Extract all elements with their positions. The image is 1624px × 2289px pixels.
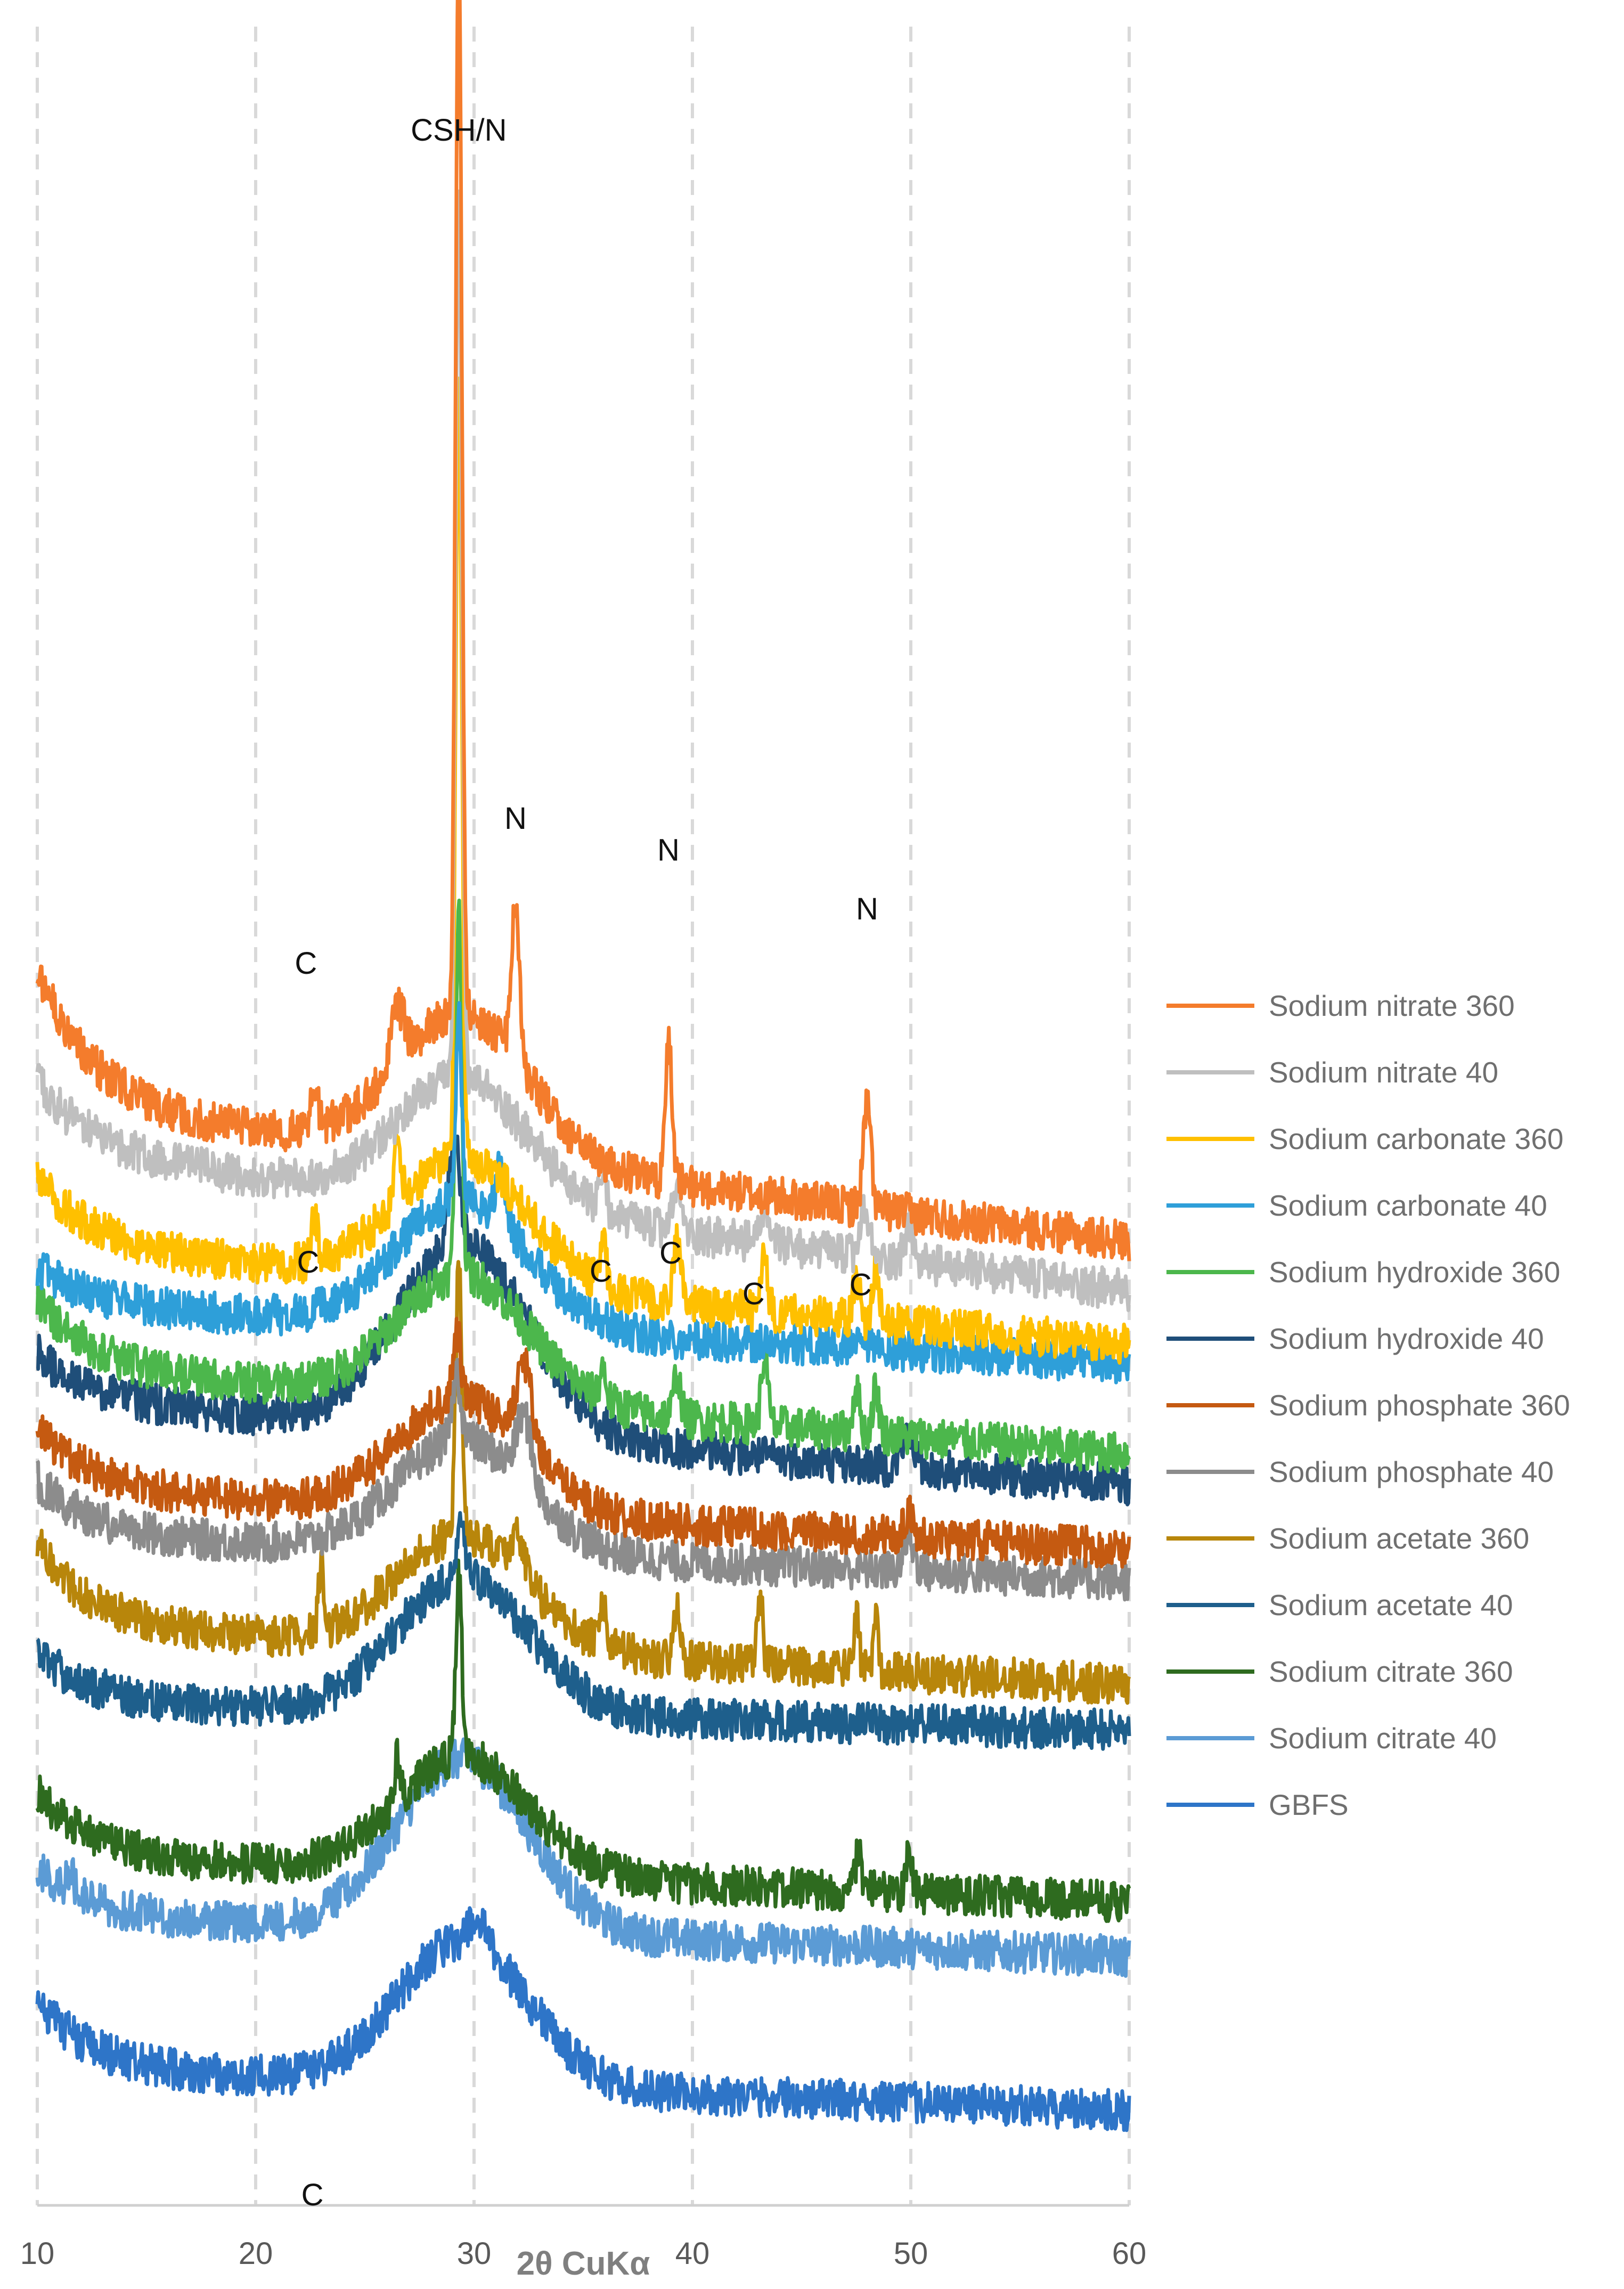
peak-annotation: C	[742, 1277, 765, 1312]
x-tick-label: 40	[675, 2236, 710, 2271]
x-tick-label: 50	[894, 2236, 928, 2271]
legend-label: Sodium nitrate 40	[1269, 1056, 1498, 1089]
series-line	[35, 1906, 1131, 2132]
series-line	[36, 1110, 1131, 1506]
peak-annotation: N	[657, 833, 680, 868]
series-line	[36, 1511, 1131, 1751]
legend-label: GBFS	[1269, 1788, 1349, 1821]
series-layer	[35, 0, 1131, 2132]
x-axis-title: 2θ CuKα	[517, 2245, 650, 2282]
series-line	[35, 0, 1131, 1261]
series-line	[35, 1558, 1131, 1923]
peak-annotation: N	[856, 892, 878, 926]
legend-label: Sodium phosphate 40	[1269, 1455, 1554, 1488]
peak-annotation: N	[504, 801, 527, 836]
x-axis: 10 20 30 40 50 60	[20, 2204, 1147, 2271]
legend-label: Sodium hydroxide 40	[1269, 1322, 1544, 1355]
series-line	[35, 1260, 1131, 1705]
series-line	[35, 189, 1131, 1313]
legend-label: Sodium phosphate 360	[1269, 1389, 1570, 1422]
series-line	[35, 1316, 1131, 1569]
peak-annotation: C	[850, 1268, 872, 1302]
peak-annotation: C	[590, 1254, 612, 1289]
x-tick-label: 20	[239, 2236, 273, 2271]
peak-annotation: C	[297, 1245, 319, 1280]
peak-annotation: C	[301, 2178, 324, 2212]
series-line	[35, 898, 1131, 1474]
series-line	[35, 376, 1131, 1365]
peak-annotation: CSH/N	[411, 113, 507, 148]
gridlines	[36, 27, 1131, 2205]
peak-annotation: C	[295, 946, 317, 981]
legend-label: Sodium citrate 40	[1269, 1722, 1497, 1755]
legend-label: Sodium acetate 360	[1269, 1522, 1529, 1555]
peak-annotations: CSH/N N N N C C C C C C C	[295, 113, 878, 2212]
peak-annotation: C	[659, 1236, 682, 1270]
legend-label: Sodium acetate 40	[1269, 1589, 1513, 1622]
series-line	[35, 1357, 1131, 1602]
series-line	[35, 1737, 1131, 1978]
legend-label: Sodium nitrate 360	[1269, 989, 1515, 1022]
legend-label: Sodium hydroxide 360	[1269, 1256, 1560, 1289]
legend-label: Sodium carbonate 360	[1269, 1122, 1563, 1155]
legend-label: Sodium carbonate 40	[1269, 1189, 1547, 1222]
x-tick-label: 30	[457, 2236, 492, 2271]
legend: Sodium nitrate 360 Sodium nitrate 40 Sodiu…	[1166, 989, 1570, 1821]
x-tick-label: 60	[1112, 2236, 1147, 2271]
x-tick-label: 10	[20, 2236, 55, 2271]
legend-label: Sodium citrate 360	[1269, 1655, 1513, 1688]
